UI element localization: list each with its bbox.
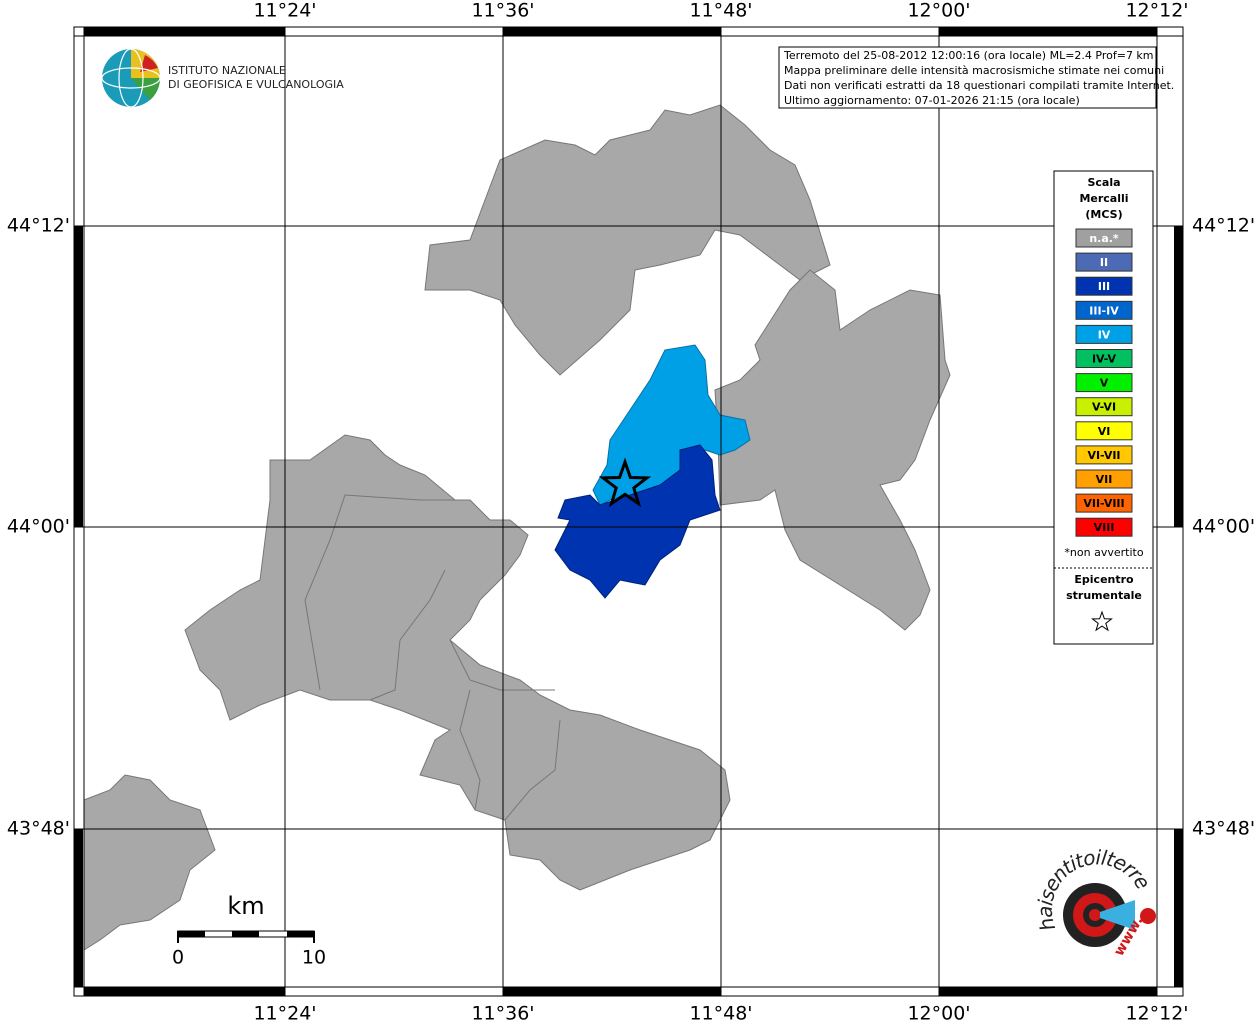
logo-badge [1140,908,1156,924]
scale-segment [178,931,205,937]
logo-ring [1089,909,1101,921]
boundary [304,494,561,821]
frame-bar [939,27,1157,36]
info-line: Ultimo aggiornamento: 07-01-2026 21:15 (… [784,94,1080,107]
legend-title: (MCS) [1085,208,1122,221]
info-box: Terremoto del 25-08-2012 12:00:16 (ora l… [778,46,1174,109]
legend-label: VII-VIII [1083,497,1124,510]
epicenter-star [598,457,652,508]
legend-label: n.a.* [1089,232,1119,245]
longitude-label: 11°36' [471,0,534,22]
legend-title: Scala [1087,176,1120,189]
region-east [714,269,951,631]
scale-label: 0 [172,947,184,969]
legend-swatch [1075,349,1133,368]
legend: Scala Mercalli (MCS) *non avvertito Epic… [1053,170,1154,645]
scale-segment [232,931,259,937]
region-north [424,104,831,376]
longitude-label: 11°24' [253,1003,316,1024]
info-line: Terremoto del 25-08-2012 12:00:16 (ora l… [783,49,1154,62]
scale-label: 10 [302,947,326,969]
legend-swatch [1075,469,1133,489]
longitude-label: 12°00' [907,0,970,22]
logo-sector [131,78,161,100]
longitude-label: 11°36' [471,1003,534,1024]
frame-bar [84,27,285,36]
legend-label: IV [1098,328,1111,341]
legend-label: III [1098,280,1110,293]
legend-label: V-VI [1092,401,1116,414]
legend-swatch [1075,517,1133,537]
institute-name: ISTITUTO NAZIONALE [168,64,286,77]
legend-label: V [1100,377,1109,390]
legend-title: Mercalli [1079,192,1128,205]
info-line: Mappa preliminare delle intensità macros… [784,64,1164,77]
region-west [83,774,216,951]
latitude-label: 44°00' [1192,516,1255,538]
legend-swatch [1075,373,1133,393]
frame-bar [84,987,285,996]
frame-bar [1174,226,1183,527]
institute-name: DI GEOFISICA E VULCANOLOGIA [168,78,344,91]
legend-swatch [1075,300,1133,320]
legend-label: II [1100,256,1108,269]
logo-speaker [1100,900,1135,930]
legend-label: VII [1096,473,1113,486]
scale-segment [287,931,314,937]
region-southwest [184,434,731,891]
info-line: Dati non verificati estratti da 18 quest… [784,79,1174,92]
latitude-label: 43°48' [1192,818,1255,840]
latitude-label: 44°00' [7,516,70,538]
longitude-label: 12°00' [907,1003,970,1024]
legend-star [1091,610,1113,632]
frame-bar [503,987,721,996]
logo-meridian [118,48,144,108]
area-intensity-iii [554,444,721,599]
legend-swatch [1075,324,1133,344]
axis-labels: 11°24' 11°24' 11°36' 11°36' 11°48' 11°48' 12°0… [7,0,1255,1024]
longitude-label: 12°12' [1125,0,1188,22]
frame-bar [503,27,721,36]
frame [73,26,1184,997]
frame-bar [74,829,83,987]
longitude-label: 11°24' [253,0,316,22]
legend-label: III-IV [1089,304,1119,317]
ingv-logo: ISTITUTO NAZIONALE DI GEOFISICA E VULCAN… [101,48,344,108]
legend-swatch [1075,445,1133,465]
legend-swatch [1075,397,1133,417]
legend-swatch [1075,252,1133,272]
info-frame [778,46,1157,109]
legend-swatch [1075,421,1133,441]
legend-swatch [1075,276,1133,296]
longitude-label: 11°48' [689,0,752,22]
municipalities [83,104,951,951]
legend-note: *non avvertito [1064,546,1143,559]
logo-sector [140,55,158,72]
legend-label: VI-VII [1087,449,1120,462]
grid [74,27,1183,996]
latitude-label: 44°12' [1192,215,1255,237]
latitude-label: 43°48' [7,818,70,840]
longitude-label: 12°12' [1125,1003,1188,1024]
legend-swatch [1075,493,1133,513]
latitude-label: 44°12' [7,215,70,237]
scale-bar: km 0 10 [172,892,326,969]
longitude-label: 11°48' [689,1003,752,1024]
legend-epicenter: Epicentro [1074,573,1134,586]
legend-epicenter: strumentale [1066,589,1142,602]
logo-parallel [101,67,161,89]
legend-label: VI [1098,425,1111,438]
legend-label: IV-V [1092,353,1117,366]
legend-swatch [1075,228,1133,248]
frame-bar [74,226,83,527]
frame-bar [939,987,1157,996]
frame-bar [1174,829,1183,987]
scale-unit: km [227,892,264,920]
legend-label: VIII [1094,521,1115,534]
